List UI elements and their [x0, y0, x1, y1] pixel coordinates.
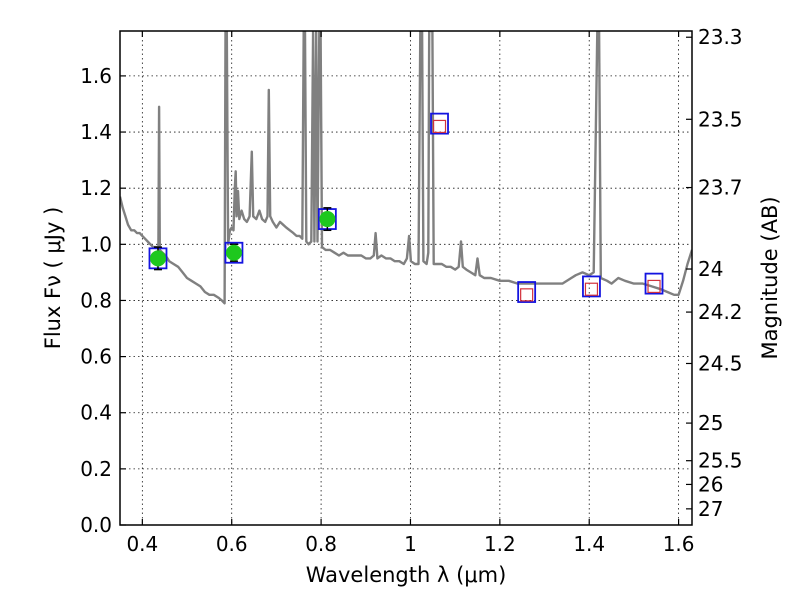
x-tick-label: 0.8 — [305, 532, 337, 556]
y2-tick-label: 23.7 — [698, 176, 743, 200]
y-tick-label: 1.2 — [80, 176, 112, 200]
y-tick-label: 1.6 — [80, 64, 112, 88]
y-tick-label: 0.4 — [80, 401, 112, 425]
upper-limit-markers — [432, 119, 661, 302]
y2-tick-label: 27 — [698, 497, 723, 521]
model-photometry-box — [582, 275, 601, 298]
y2-tick-label: 23.3 — [698, 25, 743, 49]
observed-point — [319, 211, 336, 228]
x-axis-label: Wavelength λ (μm) — [306, 563, 507, 587]
axis-ticks — [120, 31, 692, 526]
y2-tick-label: 23.5 — [698, 107, 743, 131]
plot-area — [120, 31, 692, 305]
model-photometry-box — [644, 272, 664, 295]
x-tick-label: 1.4 — [573, 532, 605, 556]
y-tick-label: 0.2 — [80, 457, 112, 481]
axes-frame — [119, 30, 693, 526]
x-tick-label: 0.4 — [126, 532, 158, 556]
y-tick-label: 0.0 — [80, 513, 112, 537]
upper-limit-marker — [647, 279, 661, 294]
y-tick-label: 1.0 — [80, 232, 112, 256]
model-photometry-box — [430, 112, 449, 135]
tick-labels: 0.4 0.6 0.8 1 1.2 1.4 1.6 0.0 0.2 0.4 0.6 0.8 1.0 1.2… — [80, 25, 742, 556]
y2-tick-label: 25 — [698, 411, 723, 435]
model-photometry-box — [224, 241, 244, 264]
y-axis-label: Flux Fν ( μJy ) — [41, 207, 65, 350]
x-tick-label: 0.6 — [216, 532, 248, 556]
y-tick-label: 0.8 — [80, 288, 112, 312]
upper-limit-marker — [520, 288, 534, 302]
y2-tick-label: 24 — [698, 257, 723, 281]
y-tick-label: 0.6 — [80, 345, 112, 369]
observed-point — [149, 250, 166, 267]
x-tick-label: 1.6 — [663, 532, 695, 556]
y-tick-label: 1.4 — [80, 120, 112, 144]
upper-limit-marker — [432, 119, 447, 134]
model-spectrum-line — [120, 31, 692, 305]
x-tick-label: 1.2 — [484, 532, 516, 556]
observed-points — [149, 207, 336, 271]
upper-limit-marker — [584, 282, 599, 296]
observed-point — [225, 244, 242, 261]
y2-tick-label: 24.2 — [698, 300, 743, 324]
y2-axis-label: Magnitude (AB) — [758, 196, 782, 359]
grid — [120, 31, 692, 525]
y2-tick-label: 26 — [698, 472, 723, 496]
model-photometry-box — [517, 281, 537, 303]
y2-tick-label: 25.5 — [698, 449, 743, 473]
model-photometry-boxes — [148, 112, 664, 303]
y2-tick-label: 24.5 — [698, 351, 743, 375]
x-tick-label: 1 — [404, 532, 417, 556]
